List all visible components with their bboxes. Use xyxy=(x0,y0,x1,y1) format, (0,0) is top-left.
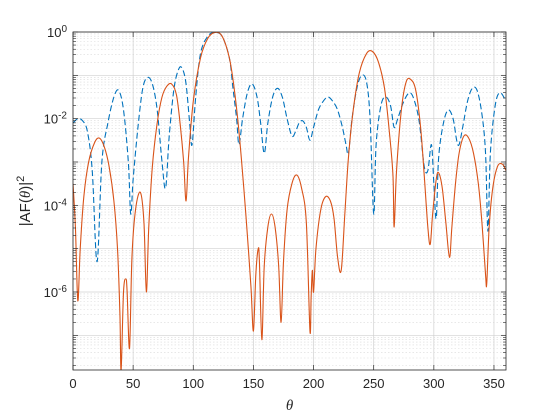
plot-frame xyxy=(72,31,507,371)
x-tick-label: 250 xyxy=(363,376,385,391)
y-tick-label: 10-4 xyxy=(44,197,68,214)
y-tick-label-base: 10 xyxy=(44,198,58,213)
y-axis-label-prefix: |AF( xyxy=(17,198,34,226)
x-tick-label: 50 xyxy=(126,376,140,391)
x-tick-label: 300 xyxy=(423,376,445,391)
y-axis-label-var: θ xyxy=(18,190,34,198)
x-tick-label: 200 xyxy=(303,376,325,391)
y-tick-label-exponent: -4 xyxy=(58,197,67,208)
x-tick-label: 350 xyxy=(483,376,505,391)
x-tick-labels: 0 50 100 150 200 250 300 350 xyxy=(69,376,504,391)
series-layer xyxy=(73,32,506,370)
y-tick-label: 10-6 xyxy=(44,284,68,301)
y-axis-label: |AF(θ)|2 xyxy=(15,176,34,226)
x-axis-label: θ xyxy=(286,398,294,414)
x-tick-label: 150 xyxy=(243,376,265,391)
y-tick-label-base: 10 xyxy=(47,25,61,40)
y-tick-label-base: 10 xyxy=(44,285,58,300)
y-tick-label-exponent: 0 xyxy=(61,24,67,35)
x-tick-label: 100 xyxy=(182,376,204,391)
series-line-2 xyxy=(73,32,506,370)
y-axis-label-sup: 2 xyxy=(15,176,27,182)
y-tick-label: 100 xyxy=(47,24,67,41)
minor-grid xyxy=(73,33,506,366)
ticks-layer xyxy=(72,31,506,370)
y-tick-label: 10-2 xyxy=(44,110,68,127)
y-axis-label-suffix: )| xyxy=(17,182,34,191)
series-line-1 xyxy=(73,32,506,263)
y-tick-label-base: 10 xyxy=(44,112,58,127)
major-grid xyxy=(72,31,506,370)
x-tick-label: 0 xyxy=(69,376,76,391)
y-tick-label-exponent: -6 xyxy=(58,284,67,295)
y-tick-label-exponent: -2 xyxy=(58,110,67,121)
